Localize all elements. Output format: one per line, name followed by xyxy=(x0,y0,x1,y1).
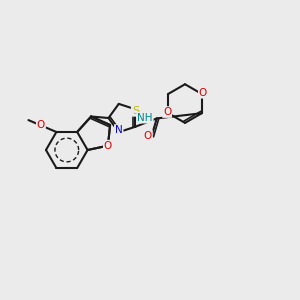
Text: S: S xyxy=(132,106,139,116)
Text: O: O xyxy=(144,131,152,141)
Text: O: O xyxy=(163,107,171,117)
Text: N: N xyxy=(115,125,123,135)
Text: O: O xyxy=(199,88,207,98)
Text: O: O xyxy=(37,120,45,130)
Text: NH: NH xyxy=(137,112,153,123)
Text: O: O xyxy=(104,141,112,151)
